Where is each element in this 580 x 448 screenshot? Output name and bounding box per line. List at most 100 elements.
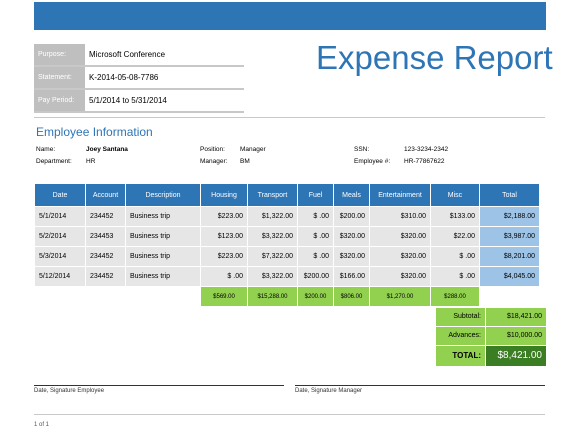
grand-total-value: $8,421.00 (486, 346, 546, 366)
cell-total: $8,201.00 (479, 246, 540, 267)
cell-misc: $ .00 (430, 266, 480, 287)
header-account: Account (85, 183, 126, 207)
housing-total: $569.00 (200, 286, 248, 307)
employee-info-heading: Employee Information (36, 125, 153, 139)
table-row: 5/12/2014 234452 Business trip $ .00 $3,… (34, 266, 540, 287)
cell-account: 234452 (85, 206, 126, 227)
header-description: Description (125, 183, 201, 207)
cell-date: 5/3/2014 (34, 246, 86, 267)
statement-value: K-2014-05-08-7786 (89, 73, 159, 82)
purpose-value: Microsoft Conference (89, 50, 166, 59)
misc-total: $288.00 (430, 286, 480, 307)
grand-total-label: TOTAL: (436, 346, 485, 366)
header-housing: Housing (200, 183, 248, 207)
cell-fuel: $ .00 (297, 206, 334, 227)
cell-meals: $166.00 (333, 266, 370, 287)
employee-signature-label: Date, Signature Employee (34, 388, 105, 394)
cell-transport: $7,322.00 (247, 246, 298, 267)
empty-cell (479, 286, 540, 307)
cell-entertainment: $310.00 (369, 206, 431, 227)
subtotal-row: Subtotal: $18,421.00 (436, 308, 546, 326)
pay-period-value: 5/1/2014 to 5/31/2014 (89, 96, 167, 105)
purpose-row: Purpose: Microsoft Conference (34, 44, 244, 67)
header-transport: Transport (247, 183, 298, 207)
cell-date: 5/2/2014 (34, 226, 86, 247)
header-bar (34, 2, 546, 30)
statement-label: Statement: (34, 67, 85, 88)
employee-department: HR (86, 158, 96, 165)
pay-period-row: Pay Period: 5/1/2014 to 5/31/2014 (34, 90, 244, 113)
grand-total-row: TOTAL: $8,421.00 (436, 346, 546, 366)
column-totals-row: $569.00 $15,288.00 $200.00 $806.00 $1,27… (34, 286, 540, 307)
statement-row: Statement: K-2014-05-08-7786 (34, 67, 244, 90)
meals-total: $806.00 (333, 286, 370, 307)
purpose-label: Purpose: (34, 44, 85, 65)
cell-housing: $223.00 (200, 246, 248, 267)
header-divider (34, 117, 545, 118)
transport-total: $15,288.00 (247, 286, 298, 307)
employee-name: Joey Santana (86, 146, 128, 153)
cell-transport: $1,322.00 (247, 206, 298, 227)
cell-account: 234453 (85, 226, 126, 247)
cell-housing: $223.00 (200, 206, 248, 227)
header-entertainment: Entertainment (369, 183, 431, 207)
advances-value: $10,000.00 (486, 327, 546, 345)
employee-signature-line (34, 385, 284, 386)
cell-meals: $320.00 (333, 226, 370, 247)
advances-row: Advances: $10,000.00 (436, 327, 546, 345)
empty-cell (85, 286, 126, 307)
manager-label: Manager: (200, 158, 228, 165)
header-date: Date (34, 183, 86, 207)
department-label: Department: (36, 158, 72, 165)
empty-cell (125, 286, 201, 307)
cell-date: 5/12/2014 (34, 266, 86, 287)
advances-label: Advances: (436, 327, 485, 345)
employee-position: Manager (240, 146, 266, 153)
cell-date: 5/1/2014 (34, 206, 86, 227)
subtotal-label: Subtotal: (436, 308, 485, 326)
header-misc: Misc (430, 183, 480, 207)
cell-account: 234452 (85, 246, 126, 267)
empty-cell (34, 286, 86, 307)
cell-entertainment: $320.00 (369, 246, 431, 267)
manager-signature-label: Date, Signature Manager (295, 388, 363, 394)
cell-housing: $123.00 (200, 226, 248, 247)
cell-account: 234452 (85, 266, 126, 287)
cell-description: Business trip (125, 266, 201, 287)
table-row: 5/2/2014 234453 Business trip $123.00 $3… (34, 226, 540, 247)
cell-misc: $ .00 (430, 246, 480, 267)
name-label: Name: (36, 146, 56, 153)
cell-total: $2,188.00 (479, 206, 540, 227)
cell-transport: $3,322.00 (247, 266, 298, 287)
subtotal-value: $18,421.00 (486, 308, 546, 326)
position-label: Position: (200, 146, 225, 153)
report-title: Expense Report (316, 39, 553, 76)
employee-number-label: Employee #: (354, 158, 391, 165)
footer-divider (34, 414, 545, 415)
cell-description: Business trip (125, 226, 201, 247)
cell-total: $3,987.00 (479, 226, 540, 247)
header-meals: Meals (333, 183, 370, 207)
table-row: 5/3/2014 234452 Business trip $223.00 $7… (34, 246, 540, 267)
pay-period-label: Pay Period: (34, 90, 85, 111)
manager-signature-line (295, 385, 545, 386)
fuel-total: $200.00 (297, 286, 334, 307)
table-row: 5/1/2014 234452 Business trip $223.00 $1… (34, 206, 540, 227)
cell-transport: $3,322.00 (247, 226, 298, 247)
cell-meals: $200.00 (333, 206, 370, 227)
header-total: Total (479, 183, 540, 207)
expense-table: Date Account Description Housing Transpo… (34, 183, 540, 307)
cell-entertainment: $320.00 (369, 266, 431, 287)
cell-fuel: $ .00 (297, 226, 334, 247)
table-header-row: Date Account Description Housing Transpo… (34, 183, 540, 207)
ssn-label: SSN: (354, 146, 370, 153)
entertainment-total: $1,270.00 (369, 286, 431, 307)
cell-entertainment: $320.00 (369, 226, 431, 247)
cell-misc: $22.00 (430, 226, 480, 247)
cell-description: Business trip (125, 206, 201, 227)
cell-fuel: $ .00 (297, 246, 334, 267)
employee-number: HR-77867622 (404, 158, 445, 165)
cell-meals: $320.00 (333, 246, 370, 267)
page-number: 1 of 1 (34, 422, 50, 428)
cell-housing: $ .00 (200, 266, 248, 287)
